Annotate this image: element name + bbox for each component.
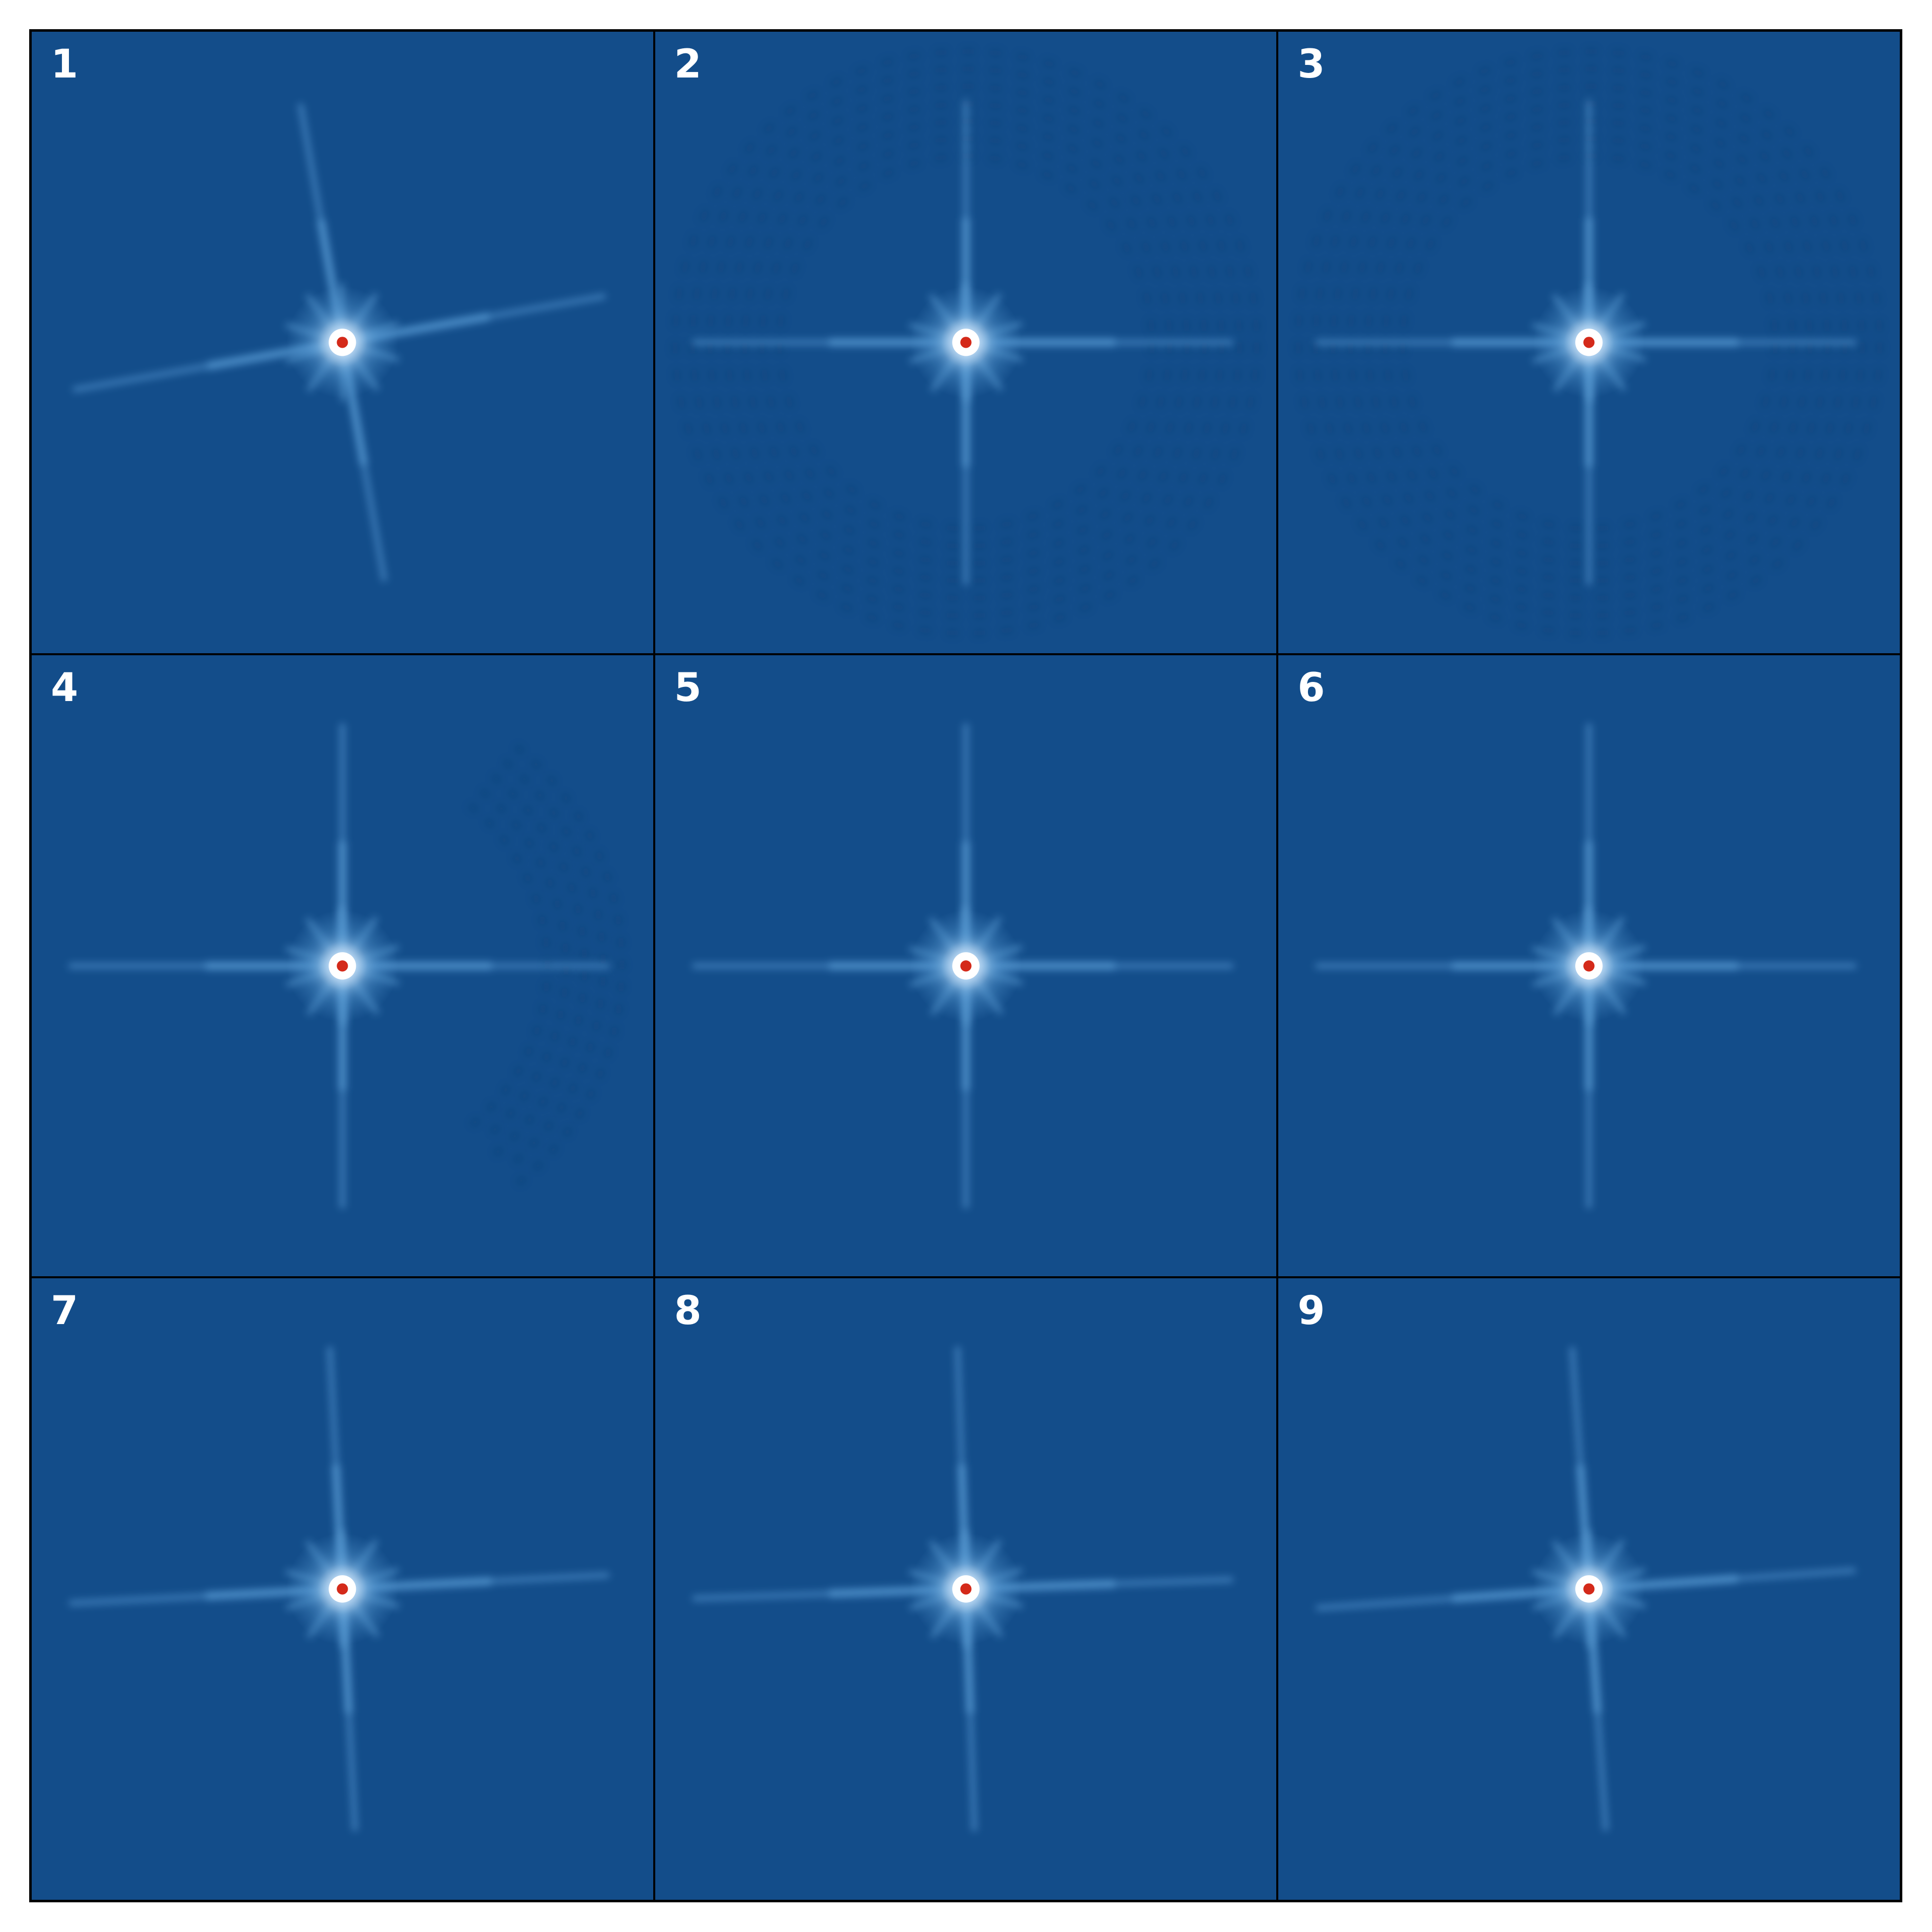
psf-image-9 [1278, 1278, 1900, 1900]
psf-panel-3: 3 [1278, 32, 1900, 653]
psf-image-3 [1278, 32, 1900, 653]
psf-panel-7: 7 [32, 1278, 653, 1900]
psf-image-6 [1278, 655, 1900, 1277]
psf-panel-4: 4 [32, 655, 653, 1277]
psf-image-8 [655, 1278, 1277, 1900]
psf-image-7 [32, 1278, 653, 1900]
psf-panel-2: 2 [655, 32, 1277, 653]
psf-panel-5: 5 [655, 655, 1277, 1277]
psf-panel-8: 8 [655, 1278, 1277, 1900]
psf-image-4 [32, 655, 653, 1277]
psf-panel-6: 6 [1278, 655, 1900, 1277]
psf-image-1 [32, 32, 653, 653]
psf-image-5 [655, 655, 1277, 1277]
psf-image-grid: 1 2 3 4 5 6 7 8 9 [29, 29, 1902, 1902]
psf-panel-9: 9 [1278, 1278, 1900, 1900]
psf-panel-1: 1 [32, 32, 653, 653]
psf-image-2 [655, 32, 1277, 653]
